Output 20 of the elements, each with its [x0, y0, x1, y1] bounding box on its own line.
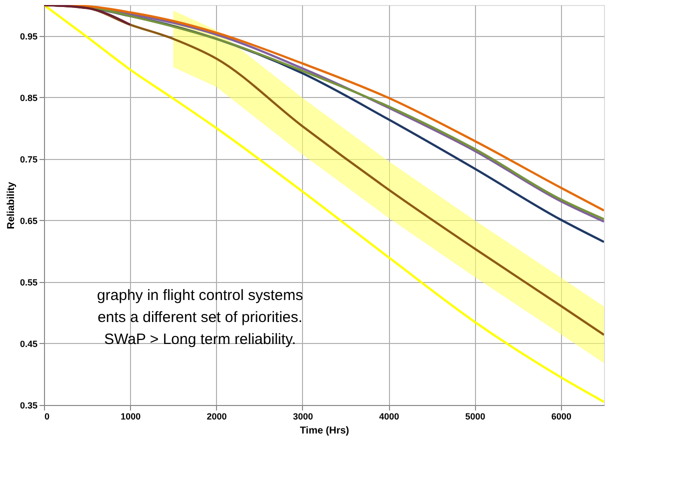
annotation: SWaP > Long term reliability. [104, 331, 296, 348]
x-axis-title: Time (Hrs) [300, 426, 350, 436]
y-axis-title: Reliability [6, 181, 17, 230]
x-tick-label: 0 [44, 412, 50, 422]
line-series [44, 5, 604, 404]
x-tick-label: 1000 [120, 412, 141, 422]
y-tick-label: 0.75 [20, 154, 38, 164]
x-tick-label: 3000 [292, 412, 313, 422]
annotation: ents a different set of priorities. [98, 309, 302, 326]
y-tick-label: 0.65 [20, 216, 38, 226]
x-tick-label: 4000 [379, 412, 400, 422]
y-tick-label: 0.35 [20, 400, 38, 410]
y-tick-label: 0.95 [20, 31, 38, 42]
y-tick-label: 0.85 [20, 92, 38, 103]
x-tick-label: 6000 [551, 412, 572, 422]
y-tick-label: 0.45 [20, 338, 38, 349]
x-tick-label: 5000 [465, 412, 486, 422]
x-tick-label: 2000 [206, 412, 227, 422]
y-tick-label: 0.55 [20, 277, 38, 288]
annotation: graphy in flight control systems [97, 287, 303, 304]
